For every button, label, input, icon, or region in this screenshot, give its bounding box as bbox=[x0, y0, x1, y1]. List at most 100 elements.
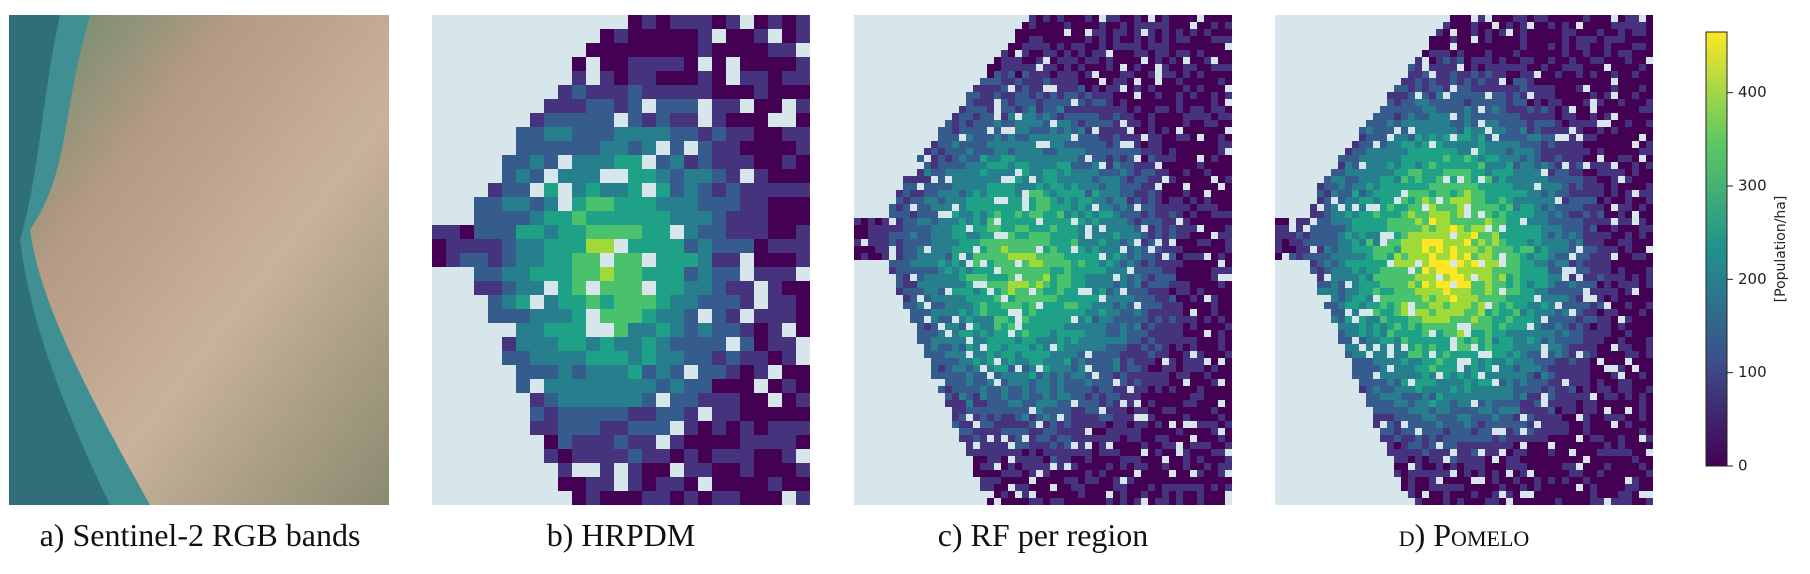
map-pixel bbox=[1604, 15, 1611, 22]
map-pixel bbox=[1555, 225, 1562, 232]
map-pixel bbox=[698, 169, 712, 183]
map-pixel bbox=[868, 246, 875, 253]
map-pixel bbox=[1099, 456, 1106, 463]
map-pixel bbox=[586, 435, 600, 449]
map-pixel bbox=[1520, 120, 1527, 127]
map-pixel bbox=[1169, 414, 1176, 421]
map-pixel bbox=[1148, 176, 1155, 183]
map-pixel bbox=[1148, 148, 1155, 155]
map-pixel bbox=[924, 176, 931, 183]
map-pixel bbox=[1211, 274, 1218, 281]
map-pixel bbox=[544, 225, 558, 239]
map-pixel bbox=[782, 421, 796, 435]
map-pixel bbox=[1218, 211, 1225, 218]
map-pixel bbox=[1618, 106, 1625, 113]
map-pixel bbox=[1506, 274, 1513, 281]
map-pixel bbox=[931, 344, 938, 351]
map-pixel bbox=[1534, 281, 1541, 288]
map-pixel bbox=[1057, 435, 1064, 442]
map-pixel bbox=[1436, 267, 1443, 274]
map-pixel bbox=[614, 267, 628, 281]
map-pixel bbox=[1204, 78, 1211, 85]
map-pixel bbox=[945, 204, 952, 211]
map-pixel bbox=[1106, 225, 1113, 232]
map-pixel bbox=[1401, 239, 1408, 246]
map-pixel bbox=[1036, 169, 1043, 176]
map-pixel bbox=[614, 29, 628, 43]
map-pixel bbox=[1583, 176, 1590, 183]
map-pixel bbox=[1029, 372, 1036, 379]
map-pixel bbox=[973, 302, 980, 309]
map-pixel bbox=[796, 29, 810, 43]
map-pixel bbox=[726, 225, 740, 239]
map-pixel bbox=[1562, 218, 1569, 225]
map-pixel bbox=[1345, 239, 1352, 246]
map-pixel bbox=[1450, 22, 1457, 29]
map-pixel bbox=[1092, 393, 1099, 400]
map-pixel bbox=[1015, 407, 1022, 414]
map-pixel bbox=[1345, 190, 1352, 197]
map-pixel bbox=[656, 309, 670, 323]
map-pixel bbox=[1183, 169, 1190, 176]
map-pixel bbox=[1345, 218, 1352, 225]
map-pixel bbox=[1646, 64, 1653, 71]
map-pixel bbox=[1527, 225, 1534, 232]
map-pixel bbox=[614, 281, 628, 295]
map-pixel bbox=[1471, 50, 1478, 57]
map-pixel bbox=[642, 379, 656, 393]
map-pixel bbox=[1415, 113, 1422, 120]
map-pixel bbox=[1022, 232, 1029, 239]
map-pixel bbox=[544, 309, 558, 323]
map-pixel bbox=[1120, 204, 1127, 211]
map-pixel bbox=[1120, 393, 1127, 400]
map-pixel bbox=[1611, 43, 1618, 50]
map-pixel bbox=[1387, 246, 1394, 253]
map-pixel bbox=[1113, 393, 1120, 400]
map-pixel bbox=[1050, 190, 1057, 197]
map-pixel bbox=[530, 239, 544, 253]
map-pixel bbox=[1127, 106, 1134, 113]
map-pixel bbox=[1380, 288, 1387, 295]
map-pixel bbox=[684, 239, 698, 253]
map-pixel bbox=[1450, 99, 1457, 106]
map-pixel bbox=[754, 477, 768, 491]
map-pixel bbox=[1218, 197, 1225, 204]
map-pixel bbox=[1520, 15, 1527, 22]
map-pixel bbox=[544, 407, 558, 421]
map-pixel bbox=[931, 260, 938, 267]
map-pixel bbox=[1646, 288, 1653, 295]
map-pixel bbox=[1043, 64, 1050, 71]
map-pixel bbox=[987, 281, 994, 288]
map-pixel bbox=[987, 449, 994, 456]
map-pixel bbox=[1534, 204, 1541, 211]
map-pixel bbox=[1141, 183, 1148, 190]
map-pixel bbox=[1204, 162, 1211, 169]
map-pixel bbox=[1366, 120, 1373, 127]
map-pixel bbox=[1022, 57, 1029, 64]
map-pixel bbox=[1225, 316, 1232, 323]
map-pixel bbox=[656, 463, 670, 477]
map-pixel bbox=[1120, 449, 1127, 456]
map-pixel bbox=[1625, 64, 1632, 71]
map-pixel bbox=[952, 162, 959, 169]
map-pixel bbox=[1555, 190, 1562, 197]
map-pixel bbox=[1562, 225, 1569, 232]
map-pixel bbox=[896, 218, 903, 225]
map-pixel bbox=[889, 239, 896, 246]
map-pixel bbox=[474, 281, 488, 295]
map-pixel bbox=[1183, 197, 1190, 204]
map-pixel bbox=[1071, 29, 1078, 36]
map-pixel bbox=[1527, 50, 1534, 57]
map-pixel bbox=[1176, 435, 1183, 442]
map-pixel bbox=[1471, 204, 1478, 211]
map-pixel bbox=[1359, 169, 1366, 176]
map-pixel bbox=[966, 365, 973, 372]
map-pixel bbox=[782, 253, 796, 267]
map-pixel bbox=[1134, 309, 1141, 316]
map-pixel bbox=[1162, 232, 1169, 239]
map-pixel bbox=[1464, 78, 1471, 85]
map-pixel bbox=[642, 407, 656, 421]
map-pixel bbox=[1176, 372, 1183, 379]
map-pixel bbox=[628, 435, 642, 449]
map-pixel bbox=[1520, 176, 1527, 183]
